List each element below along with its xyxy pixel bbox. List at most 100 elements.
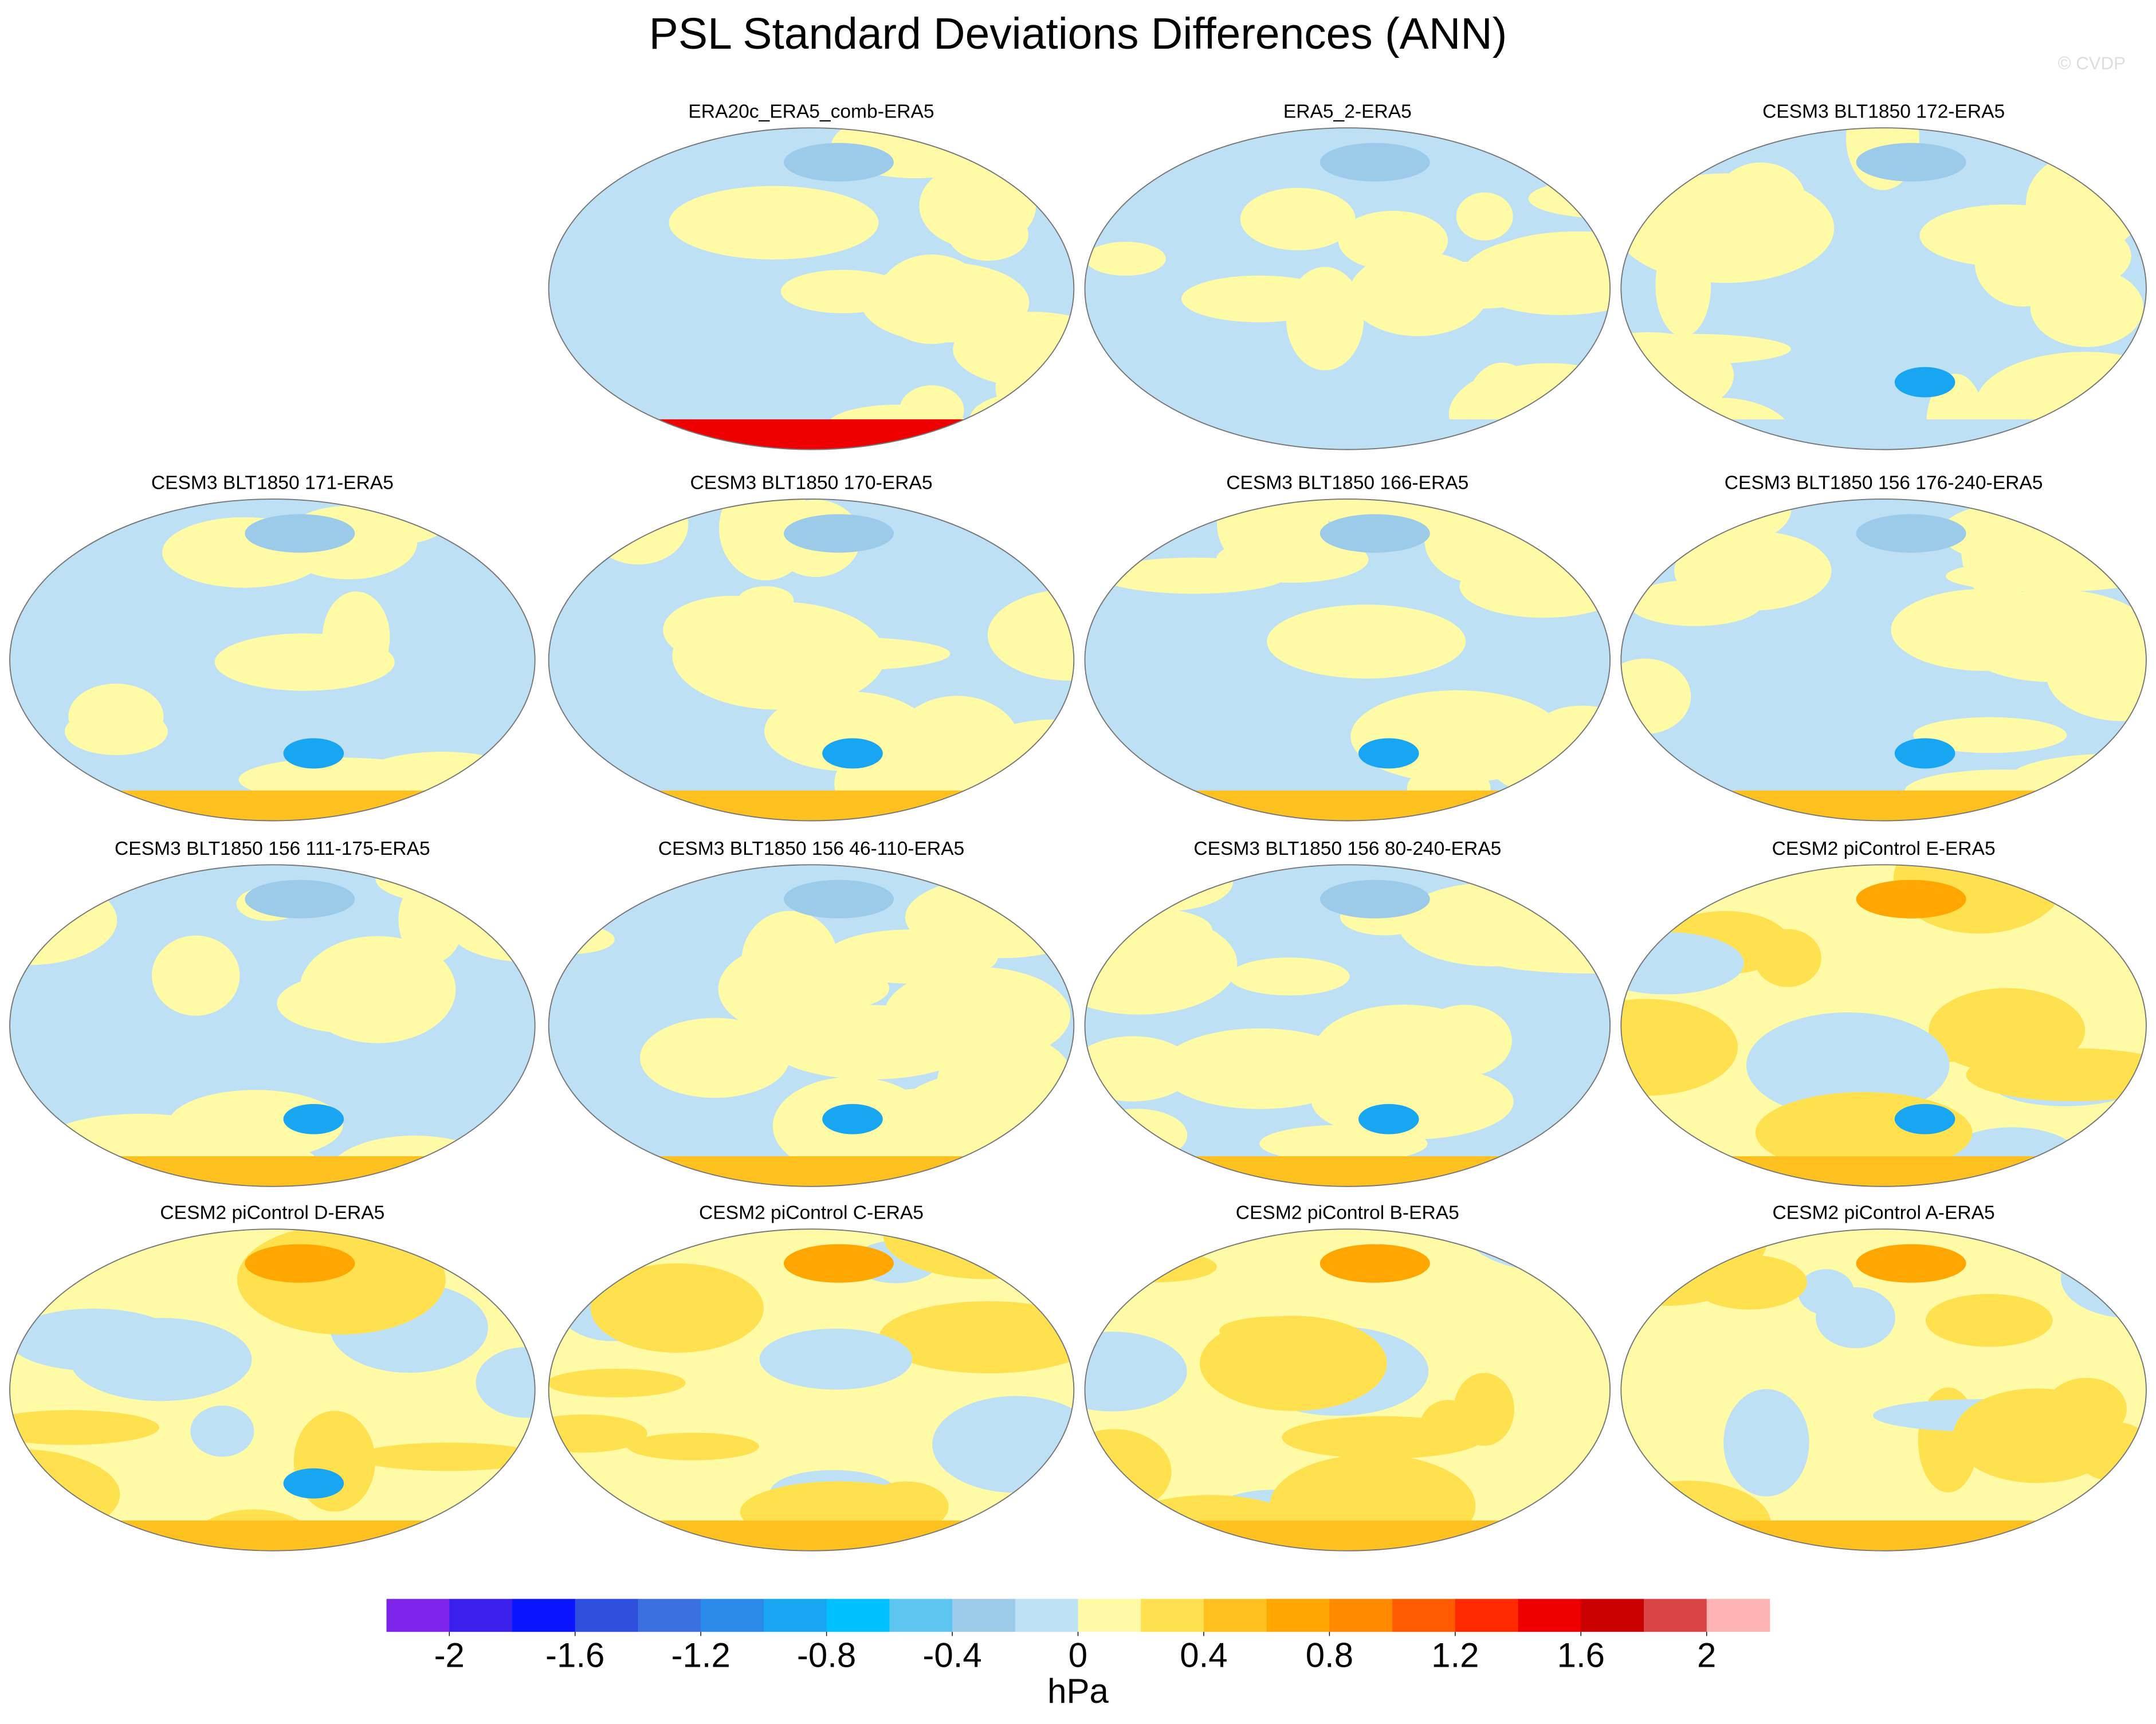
colorbar-box [1392, 1599, 1456, 1632]
anomaly-region [953, 312, 1074, 387]
anomaly-region [1454, 1373, 1514, 1446]
anomaly-region [822, 738, 883, 769]
anomaly-region [1085, 527, 1146, 556]
anomaly-region [1621, 658, 1691, 735]
polar-region [1085, 790, 1611, 821]
anomaly-region [752, 964, 890, 1012]
anomaly-region [1894, 738, 1955, 769]
anomaly-region [1628, 580, 1763, 626]
map [548, 128, 1074, 450]
anomaly-region [759, 1328, 913, 1390]
anomaly-region [669, 186, 879, 260]
colorbar-box [701, 1599, 764, 1632]
anomaly-region [1358, 1103, 1419, 1134]
anomaly-region [1085, 1429, 1172, 1514]
map [10, 865, 535, 1187]
colorbar-box [1581, 1599, 1644, 1632]
anomaly-region [10, 865, 74, 919]
anomaly-region [10, 1308, 179, 1371]
map [1621, 128, 2146, 450]
colorbar-box [1706, 1599, 1770, 1632]
panel-title: CESM2 piControl C-ERA5 [699, 1203, 924, 1224]
polar-region [548, 419, 1074, 450]
anomaly-region [548, 1368, 686, 1397]
map [548, 865, 1074, 1187]
anomaly-region [627, 1432, 759, 1460]
anomaly-region [468, 1237, 535, 1268]
colorbar-box [1266, 1599, 1330, 1632]
anomaly-region [283, 1468, 344, 1499]
anomaly-region [548, 402, 600, 447]
map-outline [1620, 864, 2147, 1187]
colorbar-box [386, 1599, 450, 1632]
anomaly-region [1919, 204, 2095, 267]
polar-region [1085, 1520, 1611, 1551]
map [1621, 1229, 2146, 1551]
colorbar-box [763, 1599, 827, 1632]
anomaly-region [1540, 705, 1611, 743]
anomaly-region [283, 1103, 344, 1134]
anomaly-region [1085, 128, 1203, 152]
anomaly-region [423, 499, 535, 546]
panel-title: CESM3 BLT1850 166-ERA5 [1226, 473, 1468, 494]
panel-title: CESM3 BLT1850 170-ERA5 [690, 473, 932, 494]
anomaly-region [283, 738, 344, 769]
polar-region [1621, 419, 2146, 450]
map-outline [1084, 127, 1611, 450]
colorbar-box [1015, 1599, 1079, 1632]
map-outline [1084, 864, 1611, 1187]
anomaly-region [151, 935, 240, 1016]
anomaly-region [1319, 879, 1430, 918]
map [1621, 865, 2146, 1187]
colorbar-box [1644, 1599, 1707, 1632]
colorbar-tick-label: -0.4 [922, 1636, 981, 1675]
anomaly-region [1319, 1244, 1430, 1283]
anomaly-region [1448, 363, 1611, 450]
panel-title: ERA5_2-ERA5 [1283, 101, 1412, 123]
panel-title: CESM3 BLT1850 156 111-175-ERA5 [115, 838, 430, 859]
anomaly-region [245, 1244, 355, 1283]
anomaly-region [1816, 1287, 1895, 1349]
anomaly-region [322, 591, 390, 683]
polar-region [548, 1520, 1074, 1551]
map [1085, 499, 1611, 821]
anomaly-region [766, 1005, 976, 1079]
anomaly-region [1856, 514, 1966, 553]
anomaly-region [245, 879, 355, 918]
anomaly-region [784, 514, 894, 553]
anomaly-region [2030, 268, 2143, 347]
anomaly-region [1746, 1012, 1950, 1118]
anomaly-region [2088, 499, 2146, 542]
anomaly-region [476, 1347, 535, 1418]
colorbar-box [1518, 1599, 1582, 1632]
polar-region [1085, 1156, 1611, 1187]
map [1085, 865, 1611, 1187]
colorbar-tick-label: 1.6 [1557, 1636, 1605, 1675]
anomaly-region [1319, 514, 1430, 553]
panel-title: CESM3 BLT1850 156 46-110-ERA5 [658, 838, 964, 859]
anomaly-region [1456, 192, 1513, 241]
colorbar-tick-label: 0.4 [1180, 1636, 1227, 1675]
anomaly-region [1228, 957, 1350, 996]
anomaly-region [1240, 187, 1356, 250]
anomaly-region [1099, 865, 1233, 912]
map-outline [1620, 1228, 2147, 1552]
anomaly-region [10, 1475, 62, 1523]
anomaly-region [1389, 261, 1558, 309]
map-outline [9, 498, 536, 822]
colorbar-tick-label: 0 [1069, 1636, 1087, 1675]
colorbar-tick-label: 0.8 [1306, 1636, 1353, 1675]
polar-region [10, 1156, 535, 1187]
colorbar-box [1203, 1599, 1267, 1632]
anomaly-region [969, 392, 1074, 448]
anomaly-region [1621, 999, 1738, 1096]
anomaly-region [968, 128, 1074, 174]
colorbar-tick-label: -1.2 [671, 1636, 730, 1675]
anomaly-region [932, 1396, 1074, 1493]
colorbar-box [575, 1599, 639, 1632]
anomaly-region [1160, 1028, 1360, 1109]
anomaly-region [1216, 536, 1369, 583]
colorbar-tick-label: -2 [434, 1636, 465, 1675]
panel-title: CESM3 BLT1850 171-ERA5 [151, 473, 394, 494]
colorbar-tick-label: -0.8 [797, 1636, 856, 1675]
